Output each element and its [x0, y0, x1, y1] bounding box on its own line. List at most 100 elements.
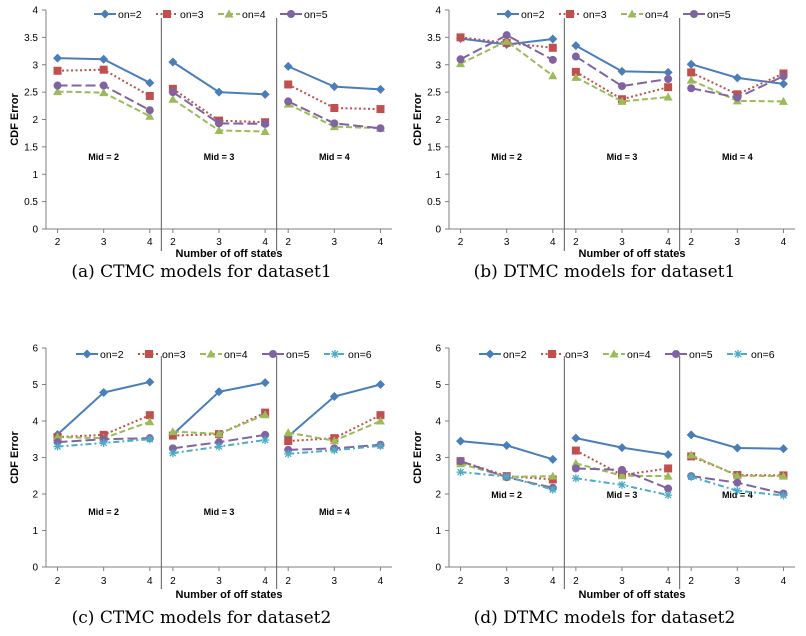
- x-tick-label-a: 3: [101, 237, 107, 248]
- legend-marker-b: [566, 10, 574, 18]
- data-point-c-on6: [284, 449, 293, 458]
- y-tick-label-c: 4: [32, 417, 38, 428]
- legend-label-d: on=2: [503, 349, 527, 361]
- x-tick-label-b: 2: [688, 237, 694, 248]
- x-tick-label-b: 3: [504, 237, 510, 248]
- data-point-a-on2: [168, 57, 178, 67]
- data-point-b-on4: [686, 75, 696, 84]
- legend-label-a: on=2: [118, 9, 142, 21]
- legend-marker-d: [734, 350, 742, 358]
- data-point-b-on2: [732, 73, 742, 83]
- y-axis-title-a: CDF Error: [9, 93, 21, 146]
- chart-c: 0 1 2 3 4 5 6 CDF Error 2 3 4 Mid = 2 2 3 4 Mid = 3 2 3 4 M…: [9, 344, 392, 601]
- data-point-a-on5: [284, 97, 293, 106]
- data-point-a-on2: [283, 61, 293, 71]
- data-point-c-on6: [145, 435, 154, 444]
- x-tick-label-b: 4: [665, 237, 671, 248]
- legend-label-c: on=2: [100, 349, 124, 361]
- legend-marker-c: [269, 350, 277, 358]
- x-axis-title-a: Number of off states: [176, 248, 283, 260]
- y-tick-label-b: 2: [435, 115, 441, 126]
- x-tick-label-b: 3: [619, 237, 625, 248]
- y-axis-title-d: CDF Error: [412, 431, 424, 484]
- data-point-d-on2: [778, 444, 788, 454]
- data-point-d-on4: [732, 471, 742, 480]
- x-tick-label-c: 2: [170, 576, 176, 587]
- series-line-a-on4: [287, 103, 381, 130]
- x-tick-label-d: 2: [458, 576, 464, 587]
- legend-marker-a: [287, 10, 295, 18]
- data-point-a-on5: [376, 124, 385, 133]
- legend-label-a: on=4: [242, 9, 266, 21]
- data-point-a-on5: [330, 119, 339, 128]
- legend-label-c: on=5: [286, 349, 310, 361]
- y-tick-label-a: 1.5: [24, 142, 38, 153]
- y-tick-label-b: 0.5: [427, 197, 441, 208]
- x-tick-label-b: 3: [735, 237, 741, 248]
- panel-d: 0 1 2 3 4 5 6 CDF Error 2 3 4 Mid = 2 2 3 4 Mid = 3 2 3 4 M…: [403, 318, 806, 636]
- series-line-a-on3: [287, 83, 381, 111]
- x-tick-label-a: 2: [170, 237, 176, 248]
- data-point-a-on3: [284, 80, 293, 89]
- data-point-c-on3: [168, 431, 177, 440]
- x-tick-label-c: 3: [216, 576, 222, 587]
- legend-label-c: on=3: [162, 349, 186, 361]
- x-tick-label-d: 3: [735, 576, 741, 587]
- data-point-c-on4: [260, 410, 270, 419]
- legend-marker-b: [503, 9, 513, 19]
- data-point-a-on4: [168, 94, 178, 103]
- legend-marker-c: [145, 350, 153, 358]
- data-point-c-on3: [284, 437, 293, 446]
- y-tick-label-a: 3.5: [24, 33, 38, 44]
- y-tick-label-c: 6: [32, 344, 38, 355]
- y-tick-label-c: 3: [32, 453, 38, 464]
- data-point-d-on4: [686, 450, 696, 459]
- data-point-a-on3: [330, 104, 339, 113]
- legend-label-d: on=4: [627, 349, 651, 361]
- data-point-b-on5: [548, 55, 557, 64]
- data-point-b-on5: [618, 82, 626, 91]
- data-point-a-on5: [145, 106, 154, 115]
- y-tick-label-b: 4: [435, 6, 441, 17]
- data-point-c-on6: [261, 435, 270, 444]
- caption-a: (a) CTMC models for dataset1: [71, 262, 332, 282]
- y-tick-label-a: 2.5: [24, 88, 38, 99]
- data-point-b-on5: [733, 93, 742, 102]
- data-point-d-on2: [663, 450, 673, 460]
- data-point-c-on6: [376, 441, 385, 450]
- group-label-d: Mid = 2: [491, 490, 522, 500]
- y-tick-label-b: 2.5: [427, 88, 441, 99]
- x-tick-label-d: 3: [619, 576, 625, 587]
- group-label-b: Mid = 2: [491, 152, 522, 162]
- data-point-b-on5: [571, 52, 580, 61]
- data-point-b-on5: [502, 31, 511, 40]
- data-point-c-on3: [145, 411, 154, 420]
- data-point-a-on3: [376, 105, 385, 114]
- legend-label-a: on=5: [304, 9, 328, 21]
- data-point-c-on6: [168, 449, 177, 458]
- data-point-d-on4: [663, 471, 673, 480]
- series-line-a-on3: [172, 88, 266, 124]
- data-point-a-on5: [168, 88, 177, 97]
- data-point-a-on3: [53, 66, 62, 75]
- data-point-d-on6: [618, 480, 626, 489]
- x-tick-label-c: 4: [378, 576, 384, 587]
- data-point-b-on3: [687, 68, 696, 77]
- data-point-d-on2: [686, 430, 696, 440]
- y-tick-label-d: 0: [435, 563, 441, 574]
- group-label-b: Mid = 4: [722, 152, 753, 162]
- y-tick-label-c: 0: [32, 563, 38, 574]
- x-tick-label-c: 3: [101, 576, 107, 587]
- y-tick-label-b: 3: [435, 60, 441, 71]
- x-tick-label-a: 3: [332, 237, 338, 248]
- y-axis-title-c: CDF Error: [9, 431, 21, 484]
- data-point-a-on3: [99, 65, 108, 74]
- data-point-b-on4: [502, 36, 512, 45]
- y-axis-title-b: CDF Error: [412, 93, 424, 146]
- data-point-d-on2: [456, 436, 466, 446]
- legend-label-d: on=3: [565, 349, 589, 361]
- panel-b: 0 0.5 1 1.5 2 2.5 3 3.5 4 CDF Error 2 3 4 Mid = 2 2 3 4 M…: [403, 0, 806, 318]
- group-label-c: Mid = 4: [319, 507, 350, 517]
- y-tick-label-b: 3.5: [427, 33, 441, 44]
- data-point-a-on2: [375, 84, 385, 94]
